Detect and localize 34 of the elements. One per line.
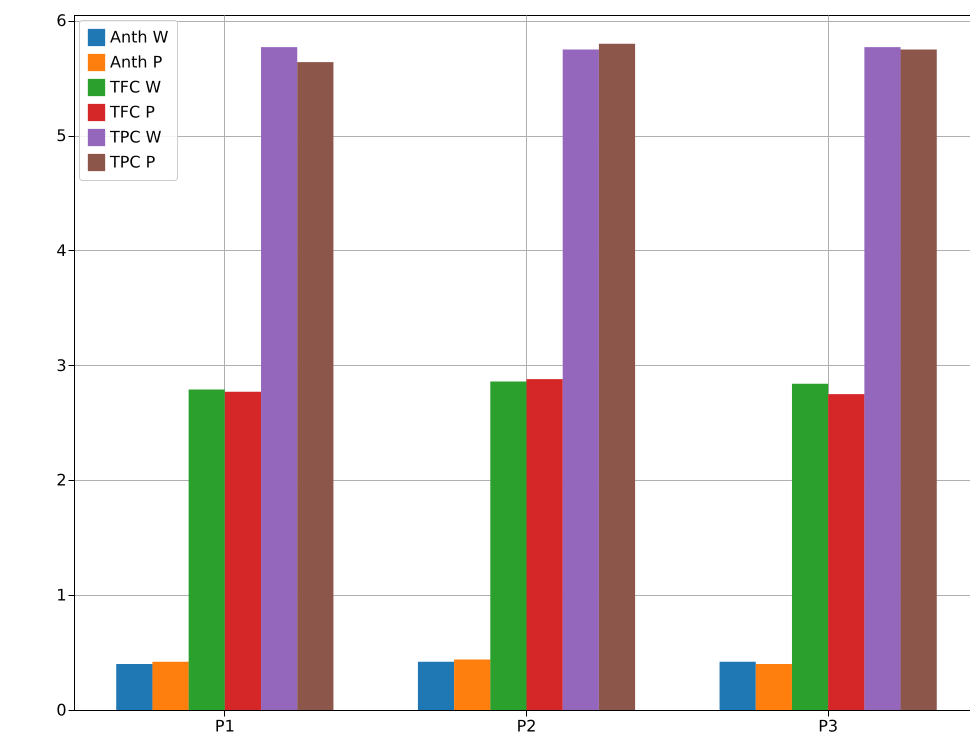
legend-label: Anth W <box>110 28 169 46</box>
legend-label: TPC P <box>109 152 156 172</box>
legend-label: TFC W <box>109 78 162 96</box>
y-tick-label: 6 <box>56 11 66 30</box>
bar <box>756 664 792 710</box>
y-tick-label: 2 <box>56 470 66 490</box>
bar <box>828 394 864 710</box>
bar <box>598 44 636 710</box>
bar <box>900 49 937 710</box>
bar <box>562 49 599 710</box>
bar <box>261 47 298 710</box>
bar <box>864 47 901 710</box>
x-tick-label: P1 <box>214 716 235 736</box>
bar <box>418 662 454 710</box>
y-tick-label: 3 <box>56 356 66 375</box>
x-tick-label: P3 <box>818 716 838 736</box>
bar <box>188 389 225 710</box>
legend-label: TPC W <box>109 128 162 146</box>
bar <box>454 659 490 710</box>
y-tick-label: 0 <box>56 700 66 720</box>
x-tick-label: P2 <box>516 716 536 736</box>
bar <box>297 62 334 710</box>
bar <box>224 392 262 710</box>
legend-label: TFC P <box>109 102 156 122</box>
y-tick-label: 4 <box>56 240 66 260</box>
bar <box>792 384 828 710</box>
y-tick-label: 1 <box>56 586 66 605</box>
bar <box>526 379 563 710</box>
bar <box>152 662 189 710</box>
legend-label: Anth P <box>110 52 163 72</box>
y-tick-label: 5 <box>56 126 66 146</box>
bar <box>490 381 526 710</box>
bar <box>720 662 756 710</box>
bar <box>116 664 152 710</box>
